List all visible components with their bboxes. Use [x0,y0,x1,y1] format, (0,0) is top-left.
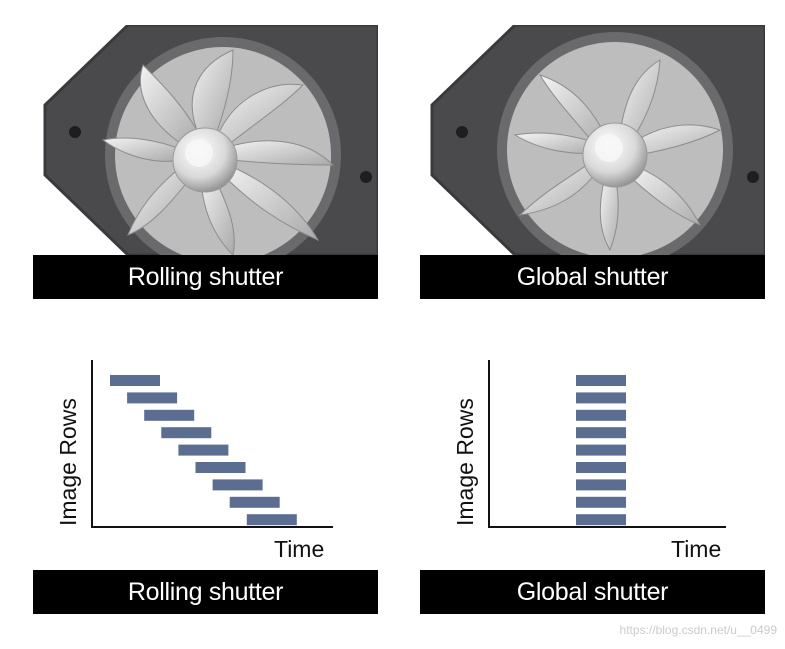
exposure-row-bar [576,410,626,421]
exposure-row-bar [576,392,626,403]
global-x-axis-label: Time [671,536,721,563]
global-y-axis-label: Image Rows [452,398,479,526]
global-shutter-fan-image [420,25,765,255]
exposure-row-bar [576,375,626,386]
exposure-row-bar [230,497,280,508]
exposure-row-bar [110,375,160,386]
exposure-row-bar [576,514,626,525]
rolling-fan-illustration [33,25,378,255]
rolling-diagram-svg [33,350,378,565]
exposure-row-bar [576,462,626,473]
rolling-shutter-caption-top: Rolling shutter [33,255,378,299]
exposure-row-bar [127,392,177,403]
rolling-shutter-diagram: Image Rows Time [33,350,378,565]
global-shutter-diagram: Image Rows Time [420,350,765,565]
exposure-row-bar [247,514,297,525]
rolling-x-axis-label: Time [274,536,324,563]
exposure-row-bar [144,410,194,421]
rolling-y-axis-label: Image Rows [55,398,82,526]
exposure-row-bar [161,427,211,438]
global-shutter-caption-bottom: Global shutter [420,570,765,614]
rolling-shutter-fan-image [33,25,378,255]
rolling-shutter-caption-bottom: Rolling shutter [33,570,378,614]
exposure-row-bar [576,445,626,456]
exposure-row-bar [576,427,626,438]
exposure-row-bar [213,479,263,490]
exposure-row-bar [576,497,626,508]
exposure-row-bar [576,479,626,490]
watermark: https://blog.csdn.net/u__0499 [620,623,777,637]
global-shutter-caption-top: Global shutter [420,255,765,299]
global-fan-illustration [420,25,765,255]
exposure-row-bar [196,462,246,473]
exposure-row-bar [178,445,228,456]
